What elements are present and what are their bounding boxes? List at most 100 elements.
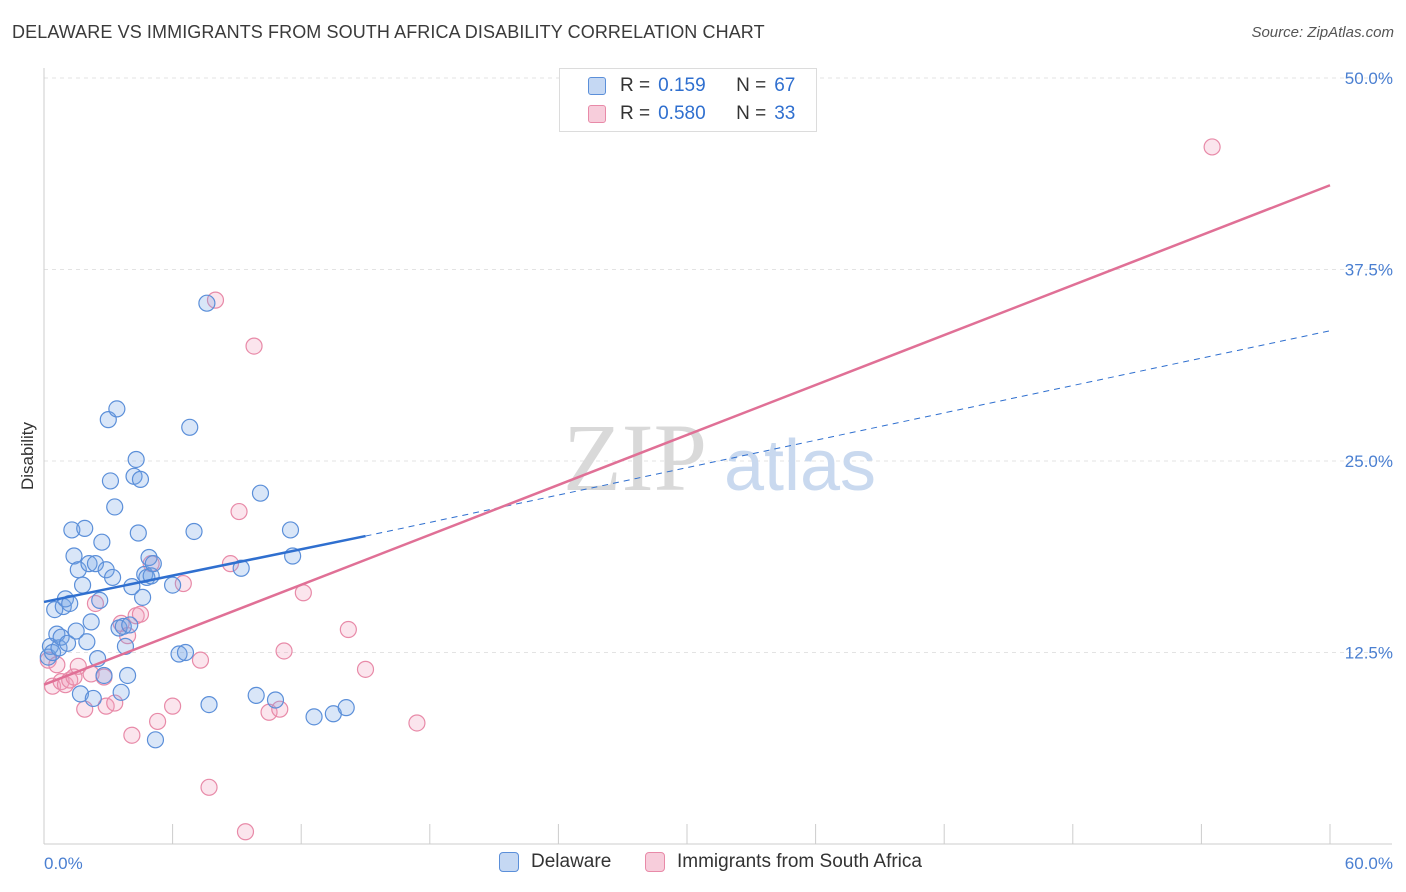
legend-n-value: 33 (774, 103, 796, 124)
point-delaware (144, 555, 162, 573)
point-delaware (281, 521, 300, 539)
point-south-africa (275, 642, 293, 660)
legend-label-south-africa: Immigrants from South Africa (677, 851, 922, 872)
point-delaware (82, 613, 100, 631)
point-delaware (146, 731, 165, 749)
point-delaware (164, 576, 182, 594)
watermark-atlas: atlas (724, 426, 876, 506)
series-legend: Delaware Immigrants from South Africa (0, 851, 1406, 877)
point-delaware (112, 683, 130, 701)
point-delaware (63, 521, 81, 539)
legend-r-value: 0.159 (658, 75, 706, 96)
point-delaware (103, 568, 122, 587)
point-delaware (73, 576, 92, 594)
legend-n-label: N = (736, 75, 767, 96)
y-tick-label: 25.0% (1345, 452, 1393, 471)
point-delaware (176, 643, 195, 662)
y-tick-label: 37.5% (1345, 261, 1393, 280)
point-south-africa (191, 651, 210, 669)
point-delaware (133, 588, 152, 606)
point-delaware (129, 524, 147, 542)
point-delaware (181, 418, 199, 436)
point-delaware (118, 666, 137, 685)
point-delaware (80, 555, 98, 573)
point-delaware (101, 472, 120, 490)
point-delaware (305, 708, 323, 726)
legend-row-south-africa: R = 0.580 N = 33 (560, 101, 795, 127)
point-delaware (198, 294, 216, 312)
point-delaware (232, 559, 250, 577)
legend-swatch-delaware (499, 852, 519, 872)
point-delaware (108, 400, 126, 418)
legend-swatch-south-africa (645, 852, 665, 872)
y-axis-label: Disability (18, 421, 37, 490)
point-delaware (266, 691, 285, 709)
point-delaware (65, 547, 83, 565)
x-tick-label: 0.0% (44, 854, 83, 873)
chart-title: DELAWARE VS IMMIGRANTS FROM SOUTH AFRICA… (12, 22, 765, 42)
legend-r-label: R = (620, 103, 651, 124)
trend-delaware (43, 534, 366, 604)
point-south-africa (236, 823, 255, 841)
point-south-africa (1203, 138, 1221, 156)
point-delaware (121, 616, 139, 634)
y-tick-label: 12.5% (1345, 644, 1393, 663)
point-delaware (71, 685, 90, 703)
point-delaware (52, 628, 70, 646)
trend-lines (43, 184, 1331, 686)
source-label: Source: ZipAtlas.com (1251, 24, 1394, 41)
point-delaware (131, 470, 150, 488)
legend-n-value: 67 (774, 75, 796, 96)
point-delaware (185, 522, 203, 541)
point-delaware (58, 634, 77, 652)
point-south-africa (106, 694, 124, 712)
trend-south-africa (43, 184, 1331, 686)
legend-item-south-africa[interactable]: Immigrants from South Africa (645, 851, 922, 873)
legend-r-label: R = (620, 75, 651, 96)
point-south-africa (174, 574, 192, 593)
point-delaware (247, 686, 265, 704)
point-delaware (127, 450, 145, 469)
point-delaware (93, 533, 111, 551)
point-south-africa (131, 605, 150, 623)
legend-swatch-pink (588, 105, 606, 123)
point-delaware (251, 484, 270, 502)
correlation-legend: R = 0.159 N = 67 R = 0.580 N = 33 (559, 68, 817, 132)
legend-swatch-blue (588, 77, 606, 95)
legend-label-delaware: Delaware (531, 851, 612, 872)
point-south-africa (200, 778, 218, 796)
watermark: ZIP atlas (563, 404, 876, 511)
point-delaware (91, 591, 109, 610)
point-south-africa (148, 712, 167, 731)
point-delaware (78, 633, 96, 651)
axes (43, 68, 1392, 845)
point-delaware (337, 699, 355, 717)
point-delaware (170, 645, 188, 663)
point-delaware (95, 666, 113, 685)
points-immigrants-south-africa (39, 138, 1221, 841)
point-south-africa (339, 620, 357, 639)
point-south-africa (245, 337, 263, 355)
point-south-africa (164, 697, 182, 715)
y-tick-label: 50.0% (1345, 69, 1393, 88)
point-delaware (86, 555, 105, 573)
tick-labels: 12.5% 25.0% 37.5% 50.0% 0.0% 60.0% (44, 69, 1393, 873)
x-tick-label: 60.0% (1345, 854, 1393, 873)
legend-r-value: 0.580 (658, 103, 706, 124)
point-delaware (200, 695, 218, 714)
legend-item-delaware[interactable]: Delaware (499, 851, 611, 873)
point-delaware (84, 689, 102, 708)
point-delaware (106, 498, 124, 516)
legend-n-label: N = (736, 103, 767, 124)
watermark-zip: ZIP (563, 404, 707, 511)
points-delaware (39, 294, 355, 749)
point-south-africa (408, 714, 426, 732)
point-delaware (50, 639, 68, 657)
point-delaware (114, 617, 132, 636)
legend-row-delaware: R = 0.159 N = 67 (560, 73, 795, 99)
point-south-africa (356, 660, 375, 678)
point-delaware (67, 622, 85, 640)
point-south-africa (230, 502, 248, 521)
point-south-africa (123, 726, 141, 744)
